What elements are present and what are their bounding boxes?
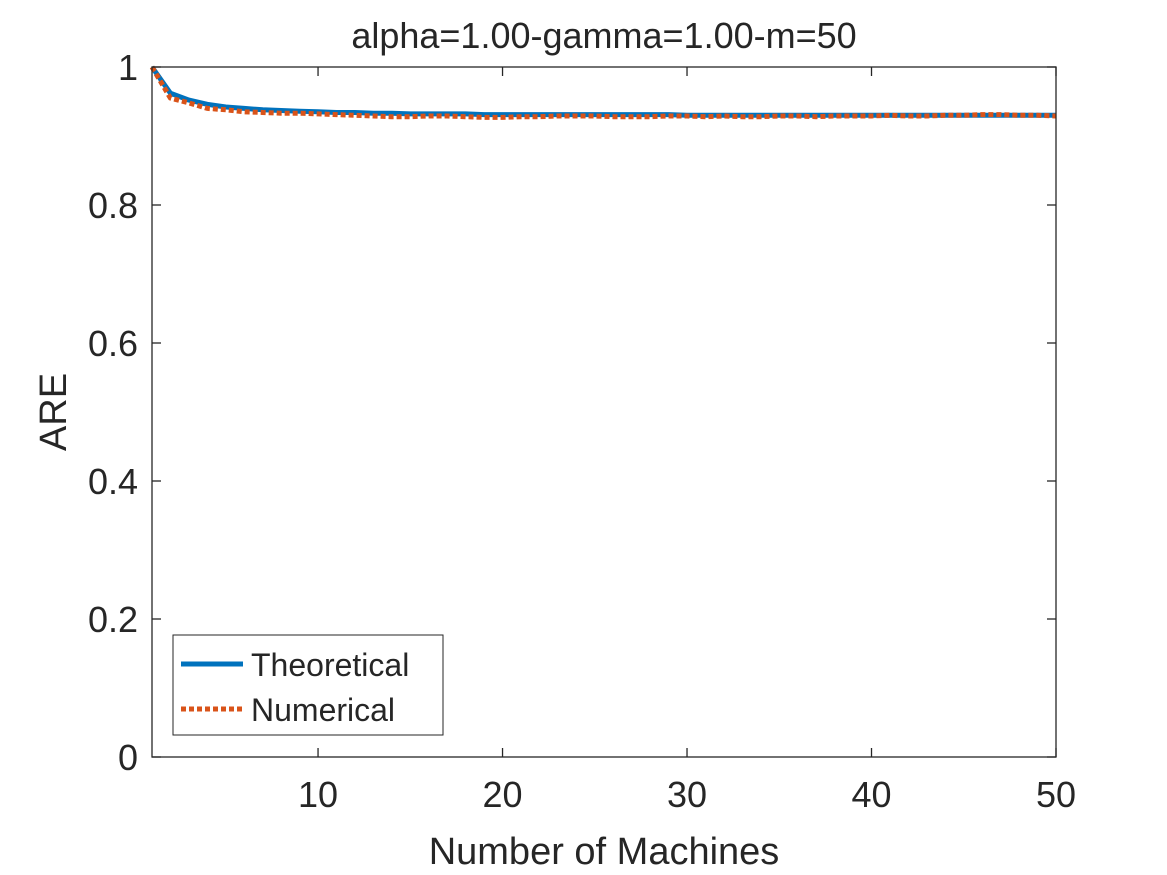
legend-box xyxy=(172,634,444,736)
y-tick-label: 0.8 xyxy=(88,185,138,226)
y-tick-label: 0 xyxy=(118,737,138,778)
x-tick-label: 20 xyxy=(483,774,523,815)
y-tick-label: 0.2 xyxy=(88,599,138,640)
x-tick-label: 10 xyxy=(298,774,338,815)
axes-box xyxy=(151,66,1057,758)
x-tick-label: 40 xyxy=(851,774,891,815)
y-tick-label: 0.4 xyxy=(88,461,138,502)
chart-title: alpha=1.00-gamma=1.00-m=50 xyxy=(351,15,856,56)
series-layer xyxy=(149,65,1057,120)
x-tick-label: 50 xyxy=(1036,774,1076,815)
legend-label-numerical: Numerical xyxy=(251,692,395,728)
x-axis-label: Number of Machines xyxy=(429,831,780,873)
y-axis-label: ARE xyxy=(33,373,75,451)
y-tick-label: 0.6 xyxy=(88,323,138,364)
series-line-numerical xyxy=(149,65,1057,120)
tick-layer: 10 20 30 40 50 0 0.2 0.4 0.6 0.8 1 xyxy=(88,47,1076,815)
legend: Theoretical Numerical xyxy=(172,634,444,736)
x-tick-label: 30 xyxy=(667,774,707,815)
y-tick-label: 1 xyxy=(118,47,138,88)
legend-label-theoretical: Theoretical xyxy=(251,647,409,683)
